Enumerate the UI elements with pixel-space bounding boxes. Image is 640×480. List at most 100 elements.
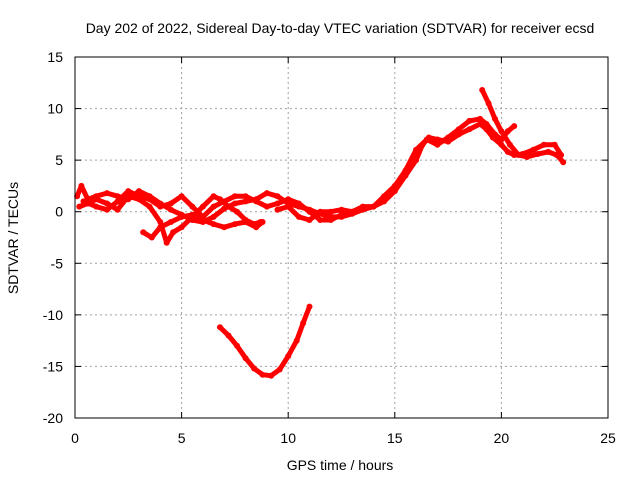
data-point xyxy=(349,208,356,215)
data-point xyxy=(136,188,142,195)
data-point xyxy=(163,239,170,246)
data-point xyxy=(93,196,100,203)
data-point xyxy=(242,198,249,205)
data-point xyxy=(259,219,266,225)
data-point xyxy=(74,193,81,200)
data-point xyxy=(381,193,388,200)
data-point xyxy=(306,303,313,310)
data-point xyxy=(231,193,238,200)
data-point xyxy=(178,213,185,220)
data-point xyxy=(170,229,177,236)
y-tick-label: 15 xyxy=(47,49,63,65)
data-point xyxy=(210,221,217,228)
data-point xyxy=(221,198,228,205)
x-tick-label: 15 xyxy=(387,430,403,446)
data-point xyxy=(370,203,377,210)
data-point xyxy=(541,141,547,148)
plot-frame xyxy=(74,56,609,419)
data-point xyxy=(76,203,83,210)
data-point xyxy=(306,217,313,223)
data-point xyxy=(515,152,522,158)
data-point xyxy=(295,200,302,207)
data-point xyxy=(104,200,110,207)
data-point xyxy=(483,121,490,127)
y-tick-label: -10 xyxy=(43,307,63,323)
data-point xyxy=(231,200,238,207)
data-point xyxy=(276,366,283,373)
y-tick-label: 0 xyxy=(55,204,63,220)
data-point xyxy=(317,217,324,223)
data-point xyxy=(125,188,132,195)
data-point xyxy=(114,198,121,205)
data-point xyxy=(189,211,196,218)
data-point xyxy=(285,203,292,210)
y-tick-label: 10 xyxy=(47,101,63,117)
data-point xyxy=(263,203,270,210)
x-tick-label: 5 xyxy=(178,430,186,446)
data-point xyxy=(306,208,313,215)
data-point xyxy=(498,141,505,148)
data-point xyxy=(146,196,153,203)
data-point xyxy=(413,146,420,153)
data-point xyxy=(445,134,452,141)
data-point xyxy=(274,206,281,213)
data-point xyxy=(268,372,275,379)
data-point xyxy=(434,141,441,148)
y-tick-label: -20 xyxy=(43,410,63,426)
data-point xyxy=(189,203,196,210)
data-point xyxy=(327,208,334,215)
axis-ticks: 0 5 10 15 20 25 -20 -15 -10 -5 0 5 10 15 xyxy=(43,49,616,446)
data-point xyxy=(178,224,185,231)
data-point xyxy=(253,198,260,205)
data-point xyxy=(178,193,185,200)
data-point xyxy=(492,115,498,122)
data-series xyxy=(74,87,567,379)
data-point xyxy=(293,337,300,344)
x-axis-label: GPS time / hours xyxy=(287,457,394,473)
data-point xyxy=(242,355,249,362)
chart-title: Day 202 of 2022, Sidereal Day-to-day VTE… xyxy=(86,20,595,36)
data-point xyxy=(114,206,121,213)
data-point xyxy=(199,217,206,223)
x-tick-label: 0 xyxy=(71,430,79,446)
data-point xyxy=(511,123,518,130)
data-point xyxy=(300,320,307,327)
data-point xyxy=(534,151,541,157)
data-point xyxy=(167,219,174,225)
data-point xyxy=(136,193,142,200)
data-point xyxy=(477,115,484,122)
data-point xyxy=(199,203,206,210)
data-point xyxy=(466,117,473,124)
data-point xyxy=(285,196,292,203)
data-point xyxy=(251,365,258,372)
data-point xyxy=(167,200,174,207)
data-point xyxy=(545,148,552,155)
data-point xyxy=(231,221,238,228)
data-point xyxy=(504,128,511,135)
data-point xyxy=(479,87,486,93)
data-point xyxy=(146,203,153,210)
data-point xyxy=(80,198,87,205)
data-point xyxy=(225,332,232,339)
data-point xyxy=(157,224,164,231)
data-point xyxy=(210,193,217,200)
data-point xyxy=(504,148,511,155)
data-point xyxy=(295,213,302,220)
x-tick-label: 10 xyxy=(280,430,296,446)
data-point xyxy=(167,206,174,213)
data-point xyxy=(104,206,110,213)
data-point xyxy=(327,217,334,223)
data-point xyxy=(402,167,409,174)
data-point xyxy=(338,211,345,218)
data-point xyxy=(455,126,462,133)
data-point xyxy=(263,190,270,197)
data-point xyxy=(221,224,228,231)
data-point xyxy=(148,234,155,241)
data-point xyxy=(242,219,249,225)
x-tick-label: 25 xyxy=(600,430,616,446)
y-axis-label: SDTVAR / TECUs xyxy=(5,182,21,294)
data-point xyxy=(338,206,345,213)
data-point xyxy=(506,141,513,148)
